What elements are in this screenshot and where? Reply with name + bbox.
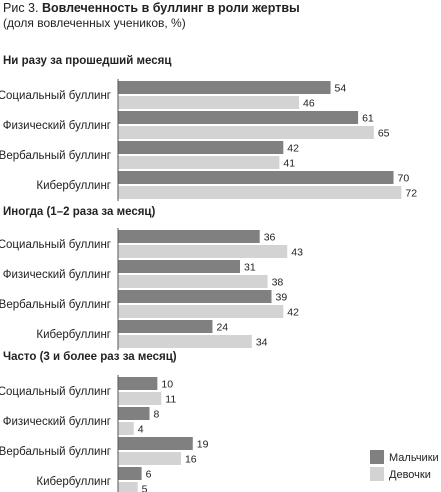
bar-boys — [118, 320, 213, 333]
value-label: 70 — [398, 173, 410, 185]
category-label: Физический буллинг — [3, 416, 111, 428]
bar-boys — [118, 437, 193, 450]
value-label: 61 — [362, 113, 374, 125]
value-label: 11 — [165, 394, 176, 406]
category-label: Социальный буллинг — [0, 90, 111, 102]
value-label: 19 — [197, 439, 209, 451]
figure-subtitle: (доля вовлеченных учеников, %) — [3, 16, 186, 30]
bar-girls — [118, 392, 162, 405]
bar-girls — [118, 186, 402, 199]
value-label: 6 — [146, 469, 152, 481]
bar-boys — [118, 467, 142, 480]
figure-number: Рис 3. — [3, 1, 42, 15]
legend-label-girls: Девочки — [389, 469, 431, 481]
bar-girls — [118, 126, 374, 139]
value-label: 43 — [291, 247, 303, 259]
bar-girls — [118, 275, 268, 288]
category-label: Социальный буллинг — [0, 386, 111, 398]
category-label: Физический буллинг — [3, 269, 111, 281]
category-label: Вербальный буллинг — [0, 150, 111, 162]
panel-title: Ни разу за прошедший месяц — [3, 55, 171, 67]
value-label: 36 — [264, 232, 276, 244]
value-label: 34 — [256, 337, 268, 349]
value-label: 8 — [153, 409, 159, 421]
value-label: 38 — [272, 277, 284, 289]
value-label: 42 — [287, 307, 299, 319]
bar-girls — [118, 335, 252, 348]
value-label: 46 — [303, 98, 315, 110]
category-label: Кибербуллинг — [36, 180, 111, 192]
category-label: Кибербуллинг — [36, 329, 111, 341]
bar-boys — [118, 230, 260, 243]
legend-swatch-boys — [370, 450, 384, 464]
bar-girls — [118, 422, 134, 435]
bar-boys — [118, 171, 394, 184]
bar-girls — [118, 452, 181, 465]
value-label: 54 — [335, 83, 347, 95]
bar-boys — [118, 290, 272, 303]
panel-title: Часто (3 и более раз за месяц) — [3, 351, 177, 363]
value-label: 31 — [244, 262, 256, 274]
figure-title-text: Вовлеченность в буллинг в роли жертвы — [41, 1, 300, 15]
category-label: Физический буллинг — [3, 120, 111, 132]
value-label: 10 — [161, 379, 173, 391]
category-label: Кибербуллинг — [36, 476, 111, 488]
value-label: 42 — [287, 143, 299, 155]
value-label: 16 — [185, 454, 197, 466]
value-label: 41 — [283, 158, 295, 170]
bar-boys — [118, 377, 158, 390]
category-label: Вербальный буллинг — [0, 299, 111, 311]
category-label: Вербальный буллинг — [0, 446, 111, 458]
panel-title: Иногда (1–2 раза за месяц) — [3, 206, 155, 218]
value-label: 65 — [378, 128, 390, 140]
value-label: 39 — [276, 292, 288, 304]
figure-title: Рис 3. Вовлеченность в буллинг в роли же… — [3, 1, 300, 16]
category-label: Социальный буллинг — [0, 239, 111, 251]
bar-girls — [118, 482, 138, 492]
legend-label-boys: Мальчики — [389, 452, 439, 464]
bar-girls — [118, 96, 300, 109]
value-label: 4 — [138, 424, 144, 436]
bar-girls — [118, 156, 280, 169]
legend-swatch-girls — [370, 467, 384, 481]
bar-girls — [118, 305, 284, 318]
bar-boys — [118, 81, 331, 94]
value-label: 24 — [216, 322, 228, 334]
value-label: 5 — [142, 484, 148, 492]
value-label: 72 — [405, 188, 417, 200]
bar-boys — [118, 141, 284, 154]
bar-boys — [118, 260, 241, 273]
bar-girls — [118, 245, 288, 258]
bar-boys — [118, 111, 359, 124]
bar-boys — [118, 407, 150, 420]
